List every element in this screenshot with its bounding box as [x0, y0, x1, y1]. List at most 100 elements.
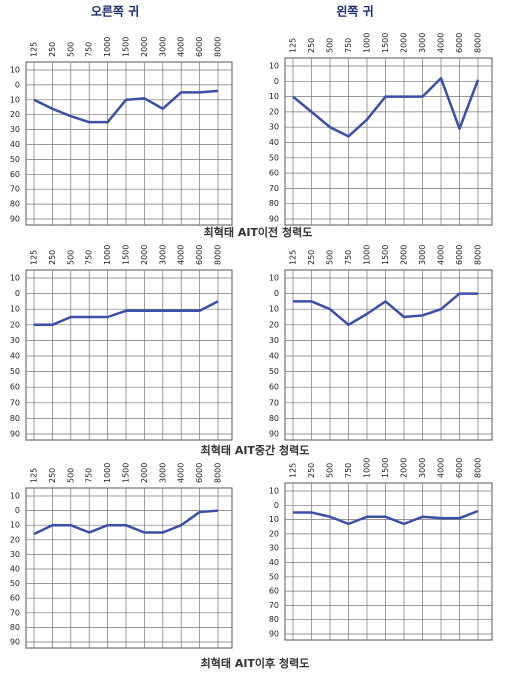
x-tick-label: 8000	[474, 458, 483, 478]
x-tick-label: 750	[85, 42, 94, 57]
x-tick-label: 1500	[381, 458, 390, 478]
y-tick-label: 20	[269, 320, 279, 329]
x-tick-label: 1500	[381, 33, 390, 53]
y-tick-label: 40	[269, 138, 279, 147]
x-tick-label: 1500	[122, 245, 131, 265]
hearing-line	[293, 509, 479, 526]
y-tick-label: 60	[269, 587, 279, 596]
y-tick-label: 50	[269, 367, 279, 376]
y-tick-label: 10	[10, 66, 20, 75]
y-tick-label: 80	[10, 414, 20, 423]
hearing-line	[33, 89, 219, 124]
y-tick-label: 10	[10, 492, 20, 501]
x-tick-label: 1000	[103, 463, 112, 483]
plot-frame	[25, 487, 233, 649]
y-tick-label: 70	[10, 608, 20, 617]
x-tick-label: 1500	[381, 245, 390, 265]
x-tick-label: 500	[326, 38, 335, 53]
y-tick-label: 80	[10, 200, 20, 209]
y-tick-label: 90	[269, 430, 279, 439]
y-tick-label: 90	[269, 630, 279, 639]
y-tick-label: 20	[269, 529, 279, 538]
x-tick-label: 125	[289, 463, 298, 478]
y-tick-label: 70	[269, 601, 279, 610]
y-tick-label: 0	[274, 77, 279, 86]
x-tick-label: 500	[66, 42, 75, 57]
x-tick-label: 750	[344, 38, 353, 53]
y-tick-label: 70	[269, 398, 279, 407]
x-tick-label: 125	[289, 38, 298, 53]
y-tick-label: 80	[10, 623, 20, 632]
x-tick-label: 3000	[418, 33, 427, 53]
y-tick-label: 10	[269, 515, 279, 524]
y-tick-label: 10	[10, 274, 20, 283]
plot-frame	[284, 482, 493, 641]
y-tick-label: 80	[269, 615, 279, 624]
x-tick-label: 1500	[122, 463, 131, 483]
y-tick-label: 60	[269, 169, 279, 178]
x-tick-label: 3000	[418, 245, 427, 265]
y-tick-label: 50	[10, 155, 20, 164]
y-tick-label: 10	[10, 305, 20, 314]
x-tick-label: 4000	[177, 463, 186, 483]
y-tick-label: 30	[269, 336, 279, 345]
x-tick-label: 1000	[103, 37, 112, 57]
x-tick-label: 2000	[400, 245, 409, 265]
x-tick-label: 3000	[418, 458, 427, 478]
plot-frame	[284, 57, 493, 226]
caption: 최혁태 AIT중간 청력도	[201, 443, 310, 457]
y-tick-label: 60	[269, 383, 279, 392]
y-tick-label: 0	[15, 80, 20, 89]
y-tick-label: 0	[15, 506, 20, 515]
y-tick-label: 60	[10, 594, 20, 603]
x-tick-label: 8000	[214, 245, 223, 265]
x-tick-label: 3000	[158, 463, 167, 483]
y-tick-label: 90	[269, 215, 279, 224]
x-tick-label: 8000	[214, 37, 223, 57]
y-tick-label: 50	[10, 579, 20, 588]
y-tick-label: 90	[10, 638, 20, 647]
plot-frame	[284, 269, 493, 441]
y-tick-label: 10	[10, 95, 20, 104]
x-tick-label: 6000	[195, 37, 204, 57]
plot-frame	[25, 61, 233, 226]
y-tick-label: 0	[274, 289, 279, 298]
x-tick-label: 500	[66, 468, 75, 483]
x-tick-label: 250	[307, 38, 316, 53]
x-tick-label: 6000	[195, 463, 204, 483]
y-tick-label: 40	[10, 565, 20, 574]
y-tick-label: 40	[10, 352, 20, 361]
x-tick-label: 8000	[474, 33, 483, 53]
y-tick-label: 80	[269, 199, 279, 208]
y-tick-label: 40	[269, 352, 279, 361]
x-tick-label: 4000	[437, 245, 446, 265]
y-tick-label: 10	[269, 92, 279, 101]
y-tick-label: 20	[269, 107, 279, 116]
caption: 최혁태 AIT이후 청력도	[201, 656, 310, 670]
y-tick-label: 10	[269, 62, 279, 71]
x-tick-label: 125	[30, 42, 39, 57]
x-tick-label: 1000	[363, 33, 372, 53]
y-tick-label: 40	[10, 140, 20, 149]
x-tick-label: 2000	[400, 33, 409, 53]
x-tick-label: 3000	[158, 37, 167, 57]
x-tick-label: 500	[66, 250, 75, 265]
y-tick-label: 80	[269, 414, 279, 423]
x-tick-label: 6000	[455, 245, 464, 265]
y-tick-label: 40	[269, 558, 279, 567]
y-tick-label: 90	[10, 215, 20, 224]
plot-frame	[25, 269, 233, 441]
column-header: 오른쪽 귀	[91, 4, 139, 19]
y-tick-label: 30	[269, 123, 279, 132]
y-tick-label: 10	[269, 305, 279, 314]
x-tick-label: 125	[30, 250, 39, 265]
x-tick-label: 250	[48, 468, 57, 483]
y-tick-label: 20	[10, 320, 20, 329]
y-tick-label: 30	[10, 125, 20, 134]
y-tick-label: 70	[269, 184, 279, 193]
x-tick-label: 4000	[437, 33, 446, 53]
x-tick-label: 8000	[214, 463, 223, 483]
x-tick-label: 500	[326, 250, 335, 265]
y-tick-label: 90	[10, 430, 20, 439]
